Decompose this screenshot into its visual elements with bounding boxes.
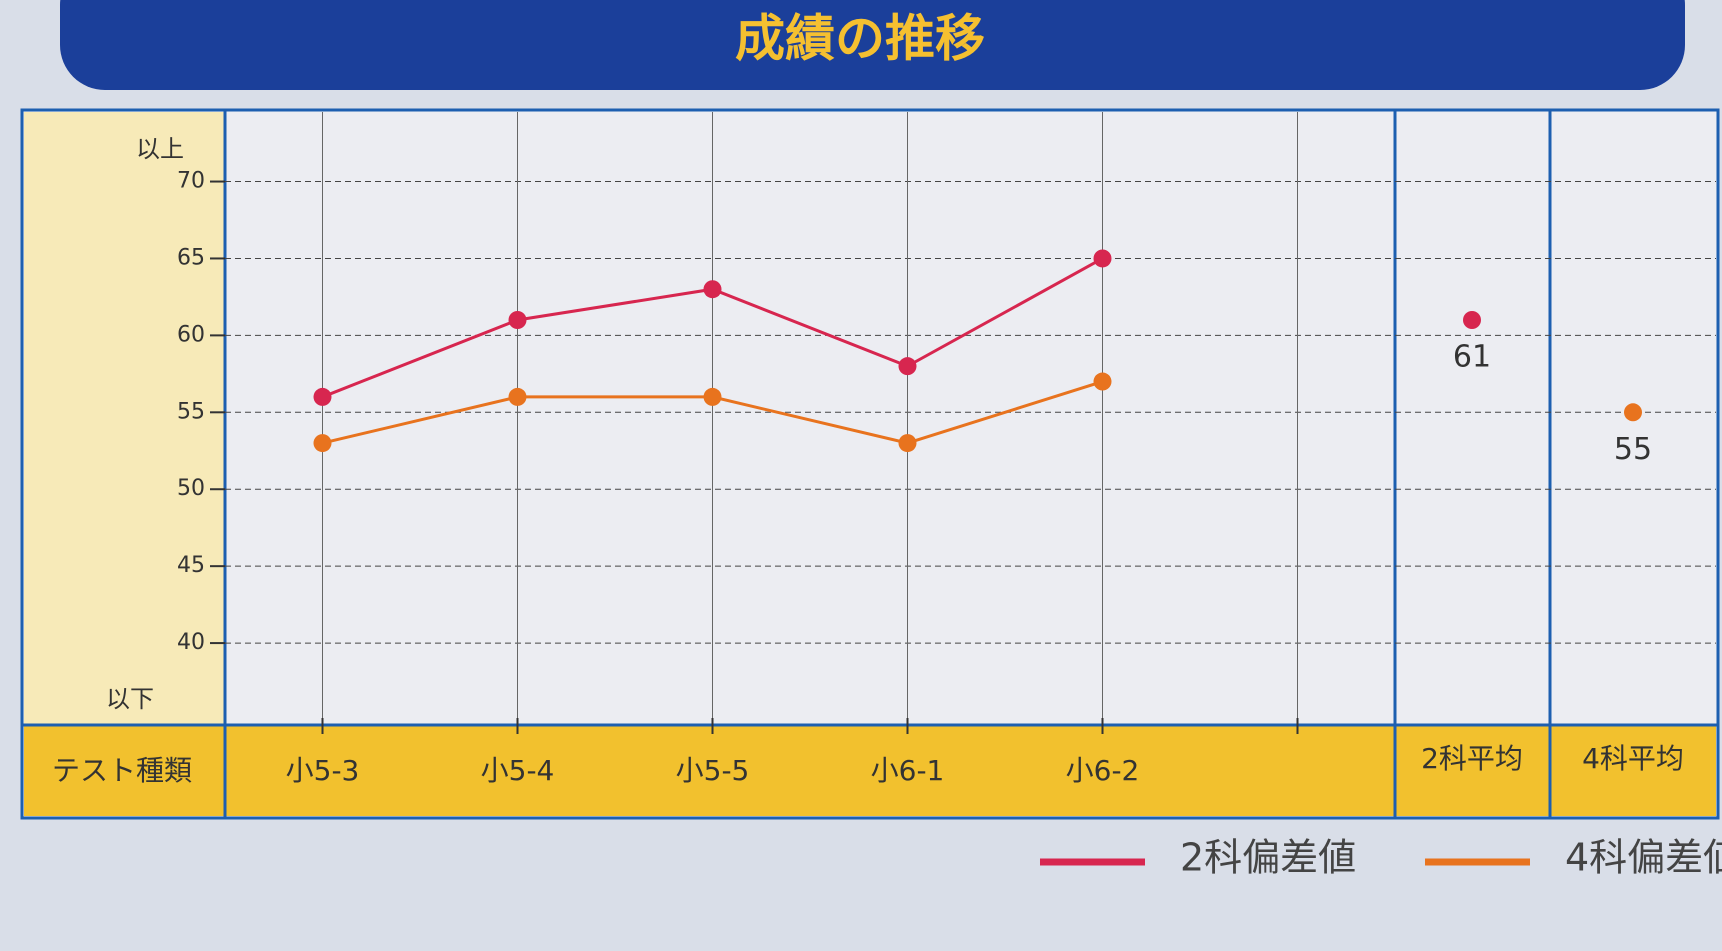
y-tick-label: 40: [177, 630, 205, 655]
data-point: [313, 387, 332, 406]
data-point: [703, 280, 722, 299]
y-tick-label: 60: [177, 322, 205, 347]
y-tick-label: 65: [177, 245, 205, 270]
y-tick-label: 55: [177, 399, 205, 424]
data-point: [1093, 249, 1112, 268]
data-point: [1093, 372, 1112, 391]
axis-column: [24, 112, 225, 725]
x-tick-label: 小5-3: [286, 754, 360, 787]
y-bottom-label: 以下: [106, 685, 154, 713]
x-tick-label: 小6-1: [871, 754, 945, 787]
chart-frame: [20, 108, 1720, 820]
data-point: [898, 357, 917, 376]
data-point: [508, 311, 527, 329]
average-value-label: 61: [1453, 340, 1491, 375]
average-point: [1624, 403, 1642, 422]
y-tick-label: 45: [177, 553, 205, 578]
data-point: [703, 387, 722, 406]
y-tick-label: 70: [177, 169, 205, 194]
y-top-label: 以上: [136, 135, 184, 163]
average-column-label: 4科平均: [1582, 742, 1684, 775]
category-band: [24, 725, 1716, 816]
x-tick-label: 小6-2: [1066, 754, 1140, 787]
x-axis-label: テスト種類: [52, 754, 192, 787]
legend-label: 2科偏差値: [1180, 836, 1356, 880]
average-value-label: 55: [1614, 432, 1652, 467]
average-column-label: 2科平均: [1421, 742, 1523, 775]
data-point: [313, 434, 332, 453]
average-point: [1463, 311, 1481, 329]
legend-label: 4科偏差値: [1565, 836, 1722, 880]
chart-title: 成績の推移: [735, 10, 985, 68]
y-tick-label: 50: [177, 476, 205, 501]
x-tick-label: 小5-4: [481, 754, 555, 787]
data-point: [508, 387, 527, 406]
title-banner: [60, 0, 1685, 90]
data-point: [898, 434, 917, 453]
x-tick-label: 小5-5: [676, 754, 750, 787]
